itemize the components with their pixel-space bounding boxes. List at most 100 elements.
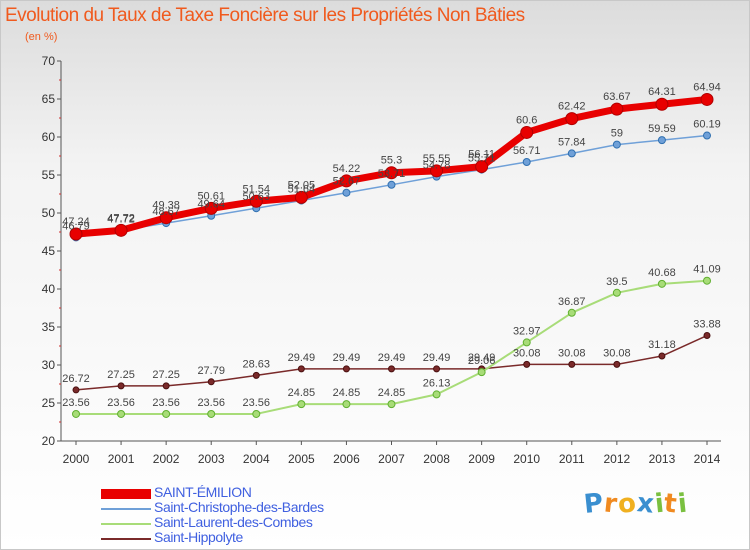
- data-point: [297, 400, 306, 409]
- data-point: [387, 400, 396, 409]
- data-point: [522, 158, 531, 167]
- data-label: 54.22: [333, 163, 361, 175]
- x-tick-label: 2010: [513, 452, 540, 466]
- data-label: 23.56: [62, 397, 90, 409]
- x-tick-label: 2006: [333, 452, 360, 466]
- data-point: [342, 365, 350, 373]
- data-point: [162, 409, 171, 418]
- data-point: [655, 97, 669, 111]
- data-label: 55.55: [423, 153, 451, 165]
- legend-label: Saint-Christophe-des-Bardes: [154, 499, 324, 515]
- data-point: [339, 174, 353, 188]
- data-point: [657, 279, 666, 288]
- legend-label: Saint-Hippolyte: [154, 529, 243, 545]
- x-tick-label: 2014: [694, 452, 721, 466]
- data-label: 26.13: [423, 377, 451, 389]
- data-label: 40.68: [648, 267, 676, 279]
- legend-item: Saint-Christophe-des-Bardes: [101, 499, 381, 517]
- data-point: [703, 131, 711, 140]
- data-label: 29.06: [468, 355, 496, 367]
- data-label: 23.56: [107, 397, 135, 409]
- data-label: 33.88: [693, 319, 721, 331]
- data-label: 24.85: [288, 387, 316, 399]
- legend-swatch: [101, 489, 151, 499]
- data-label: 59.59: [648, 123, 676, 135]
- data-point: [117, 382, 125, 390]
- data-label: 53.71: [378, 168, 406, 180]
- data-point: [567, 308, 576, 317]
- data-point: [387, 180, 396, 189]
- x-tick-label: 2002: [153, 452, 180, 466]
- data-label: 56.11: [468, 149, 495, 161]
- x-tick-label: 2000: [63, 452, 90, 466]
- data-point: [72, 386, 80, 394]
- data-label: 60.19: [693, 119, 721, 131]
- legend: SAINT-ÉMILION Saint-Christophe-des-Bardes…: [101, 484, 381, 547]
- y-tick-label: 20: [42, 434, 56, 448]
- data-point: [385, 166, 398, 180]
- data-point: [567, 149, 576, 158]
- data-point: [612, 140, 621, 149]
- data-point: [520, 125, 534, 139]
- y-tick-label: 40: [42, 282, 56, 296]
- data-label: 63.67: [603, 91, 631, 103]
- y-tick-label: 45: [42, 244, 56, 258]
- legend-swatch: [101, 538, 151, 540]
- data-label: 27.25: [107, 369, 135, 381]
- data-label: 32.97: [513, 325, 541, 337]
- data-point: [475, 160, 489, 174]
- data-label: 50.63: [243, 191, 271, 203]
- legend-label: Saint-Laurent-des-Combes: [154, 514, 313, 530]
- data-point: [72, 409, 80, 418]
- data-label: 54.78: [423, 160, 451, 172]
- data-point: [297, 365, 305, 373]
- data-point: [613, 360, 621, 368]
- x-tick-label: 2013: [649, 452, 676, 466]
- data-point: [388, 365, 395, 373]
- data-label: 46.79: [62, 220, 90, 232]
- x-tick-label: 2004: [243, 452, 270, 466]
- data-label: 29.49: [288, 352, 316, 364]
- y-tick-label: 55: [42, 168, 56, 182]
- data-label: 52.05: [288, 179, 316, 191]
- data-label: 64.94: [693, 81, 721, 93]
- data-label: 24.85: [333, 387, 361, 399]
- line-chart: 20 25 30 35 40 45 50 55 60 65 70 2000 2001 2002 2003 20…: [42, 54, 721, 466]
- x-tick-label: 2011: [559, 452, 585, 466]
- data-label: 48.67: [152, 206, 180, 218]
- chart-unit: (en %): [25, 31, 58, 43]
- legend-swatch: [101, 508, 151, 510]
- y-tick-label: 50: [42, 206, 56, 220]
- data-label: 30.08: [603, 347, 631, 359]
- data-point: [610, 102, 624, 116]
- data-point: [433, 365, 441, 373]
- data-label: 23.56: [152, 397, 180, 409]
- data-label: 56.71: [513, 145, 541, 157]
- data-label: 60.6: [516, 114, 537, 126]
- data-label: 47.24: [62, 216, 90, 228]
- data-point: [69, 227, 83, 241]
- y-tick-label: 35: [42, 320, 56, 334]
- legend-label: SAINT-ÉMILION: [154, 484, 252, 500]
- x-tick-label: 2005: [288, 452, 315, 466]
- data-point: [658, 352, 666, 360]
- data-point: [657, 136, 666, 145]
- data-point: [342, 400, 351, 409]
- data-label: 29.49: [423, 352, 451, 364]
- data-label: 41.09: [693, 264, 721, 276]
- y-tick-label: 65: [42, 92, 56, 106]
- data-point: [114, 223, 128, 237]
- data-label: 49.38: [152, 200, 180, 212]
- data-label: 64.31: [648, 86, 676, 98]
- data-point: [703, 276, 711, 285]
- data-point: [522, 338, 531, 347]
- y-tick-label: 25: [42, 396, 56, 410]
- data-label: 51.54: [243, 183, 271, 195]
- data-label: 30.08: [558, 347, 586, 359]
- data-label: 23.56: [197, 397, 225, 409]
- data-label: 59: [611, 128, 623, 140]
- x-tick-label: 2009: [468, 452, 495, 466]
- data-point: [477, 368, 486, 377]
- data-label: 47.72: [107, 212, 135, 224]
